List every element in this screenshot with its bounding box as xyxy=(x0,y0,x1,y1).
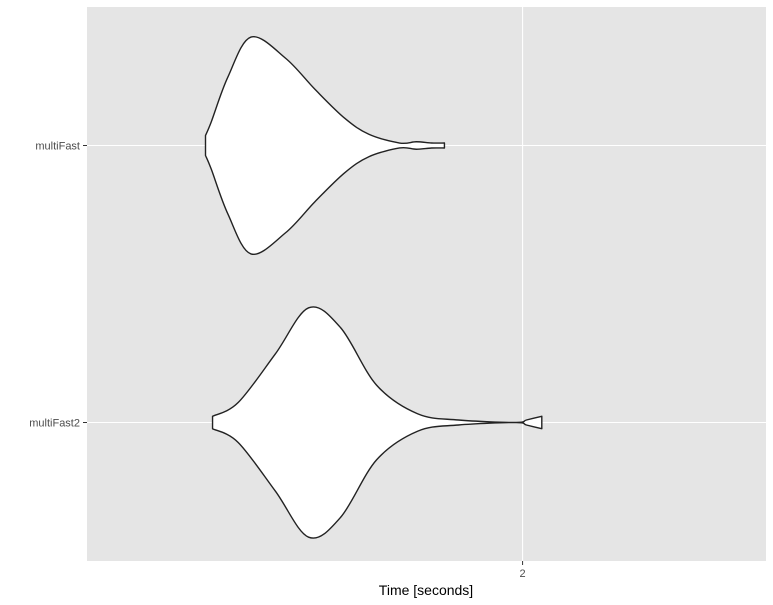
violin-multiFast2 xyxy=(211,306,543,539)
y-axis: multiFast multiFast2 xyxy=(29,141,87,430)
violins xyxy=(204,36,543,539)
plot-panel xyxy=(87,7,766,561)
x-axis-title: Time [seconds] xyxy=(379,582,473,598)
y-tick-label: multiFast xyxy=(35,141,80,153)
violin-multiFast xyxy=(204,36,446,255)
x-tick-label: 2 xyxy=(520,568,526,580)
x-axis: 2 xyxy=(520,561,526,580)
y-tick-label: multiFast2 xyxy=(29,418,80,430)
